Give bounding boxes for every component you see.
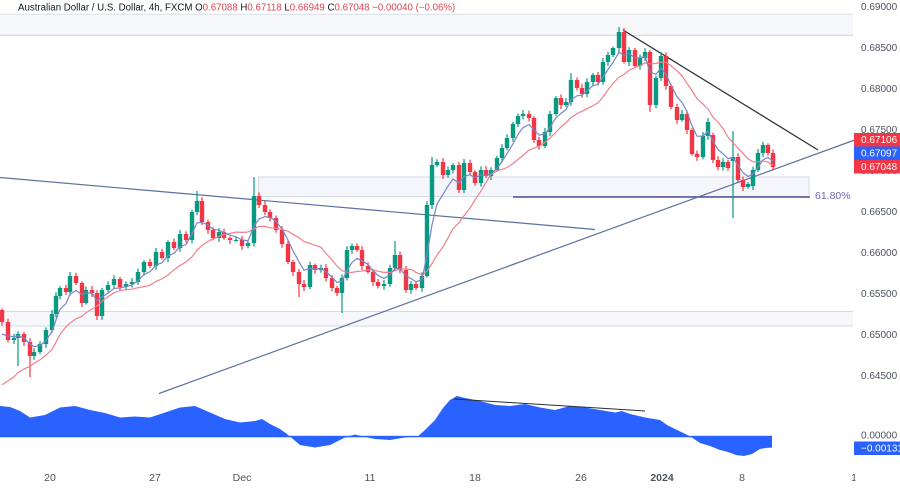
svg-text:27: 27 [149, 472, 161, 484]
svg-text:0.66500: 0.66500 [861, 207, 898, 218]
svg-text:0.67500: 0.67500 [861, 125, 898, 136]
svg-text:18: 18 [469, 472, 481, 484]
svg-text:0.65000: 0.65000 [861, 330, 898, 341]
svg-text:2024: 2024 [650, 472, 674, 484]
svg-text:−0.00131: −0.00131 [861, 444, 900, 455]
svg-text:0.00000: 0.00000 [861, 431, 898, 442]
svg-text:0.65500: 0.65500 [861, 289, 898, 300]
svg-text:Dec: Dec [233, 472, 252, 484]
svg-text:26: 26 [575, 472, 587, 484]
svg-text:8: 8 [739, 472, 745, 484]
svg-text:0.68000: 0.68000 [861, 84, 898, 95]
svg-text:61.80%: 61.80% [815, 190, 851, 202]
svg-text:0.66000: 0.66000 [861, 248, 898, 259]
svg-text:0.67048: 0.67048 [861, 162, 898, 173]
svg-text:0.67097: 0.67097 [861, 149, 898, 160]
svg-text:0.67106: 0.67106 [861, 135, 898, 146]
svg-text:11: 11 [365, 472, 376, 484]
svg-text:0.68500: 0.68500 [861, 43, 898, 54]
svg-text:0.69000: 0.69000 [861, 2, 898, 13]
svg-text:Australian Dollar / U.S. Dolla: Australian Dollar / U.S. Dollar, 4h, FXC… [18, 3, 455, 14]
svg-text:0.64500: 0.64500 [861, 371, 898, 382]
svg-text:20: 20 [44, 472, 56, 484]
